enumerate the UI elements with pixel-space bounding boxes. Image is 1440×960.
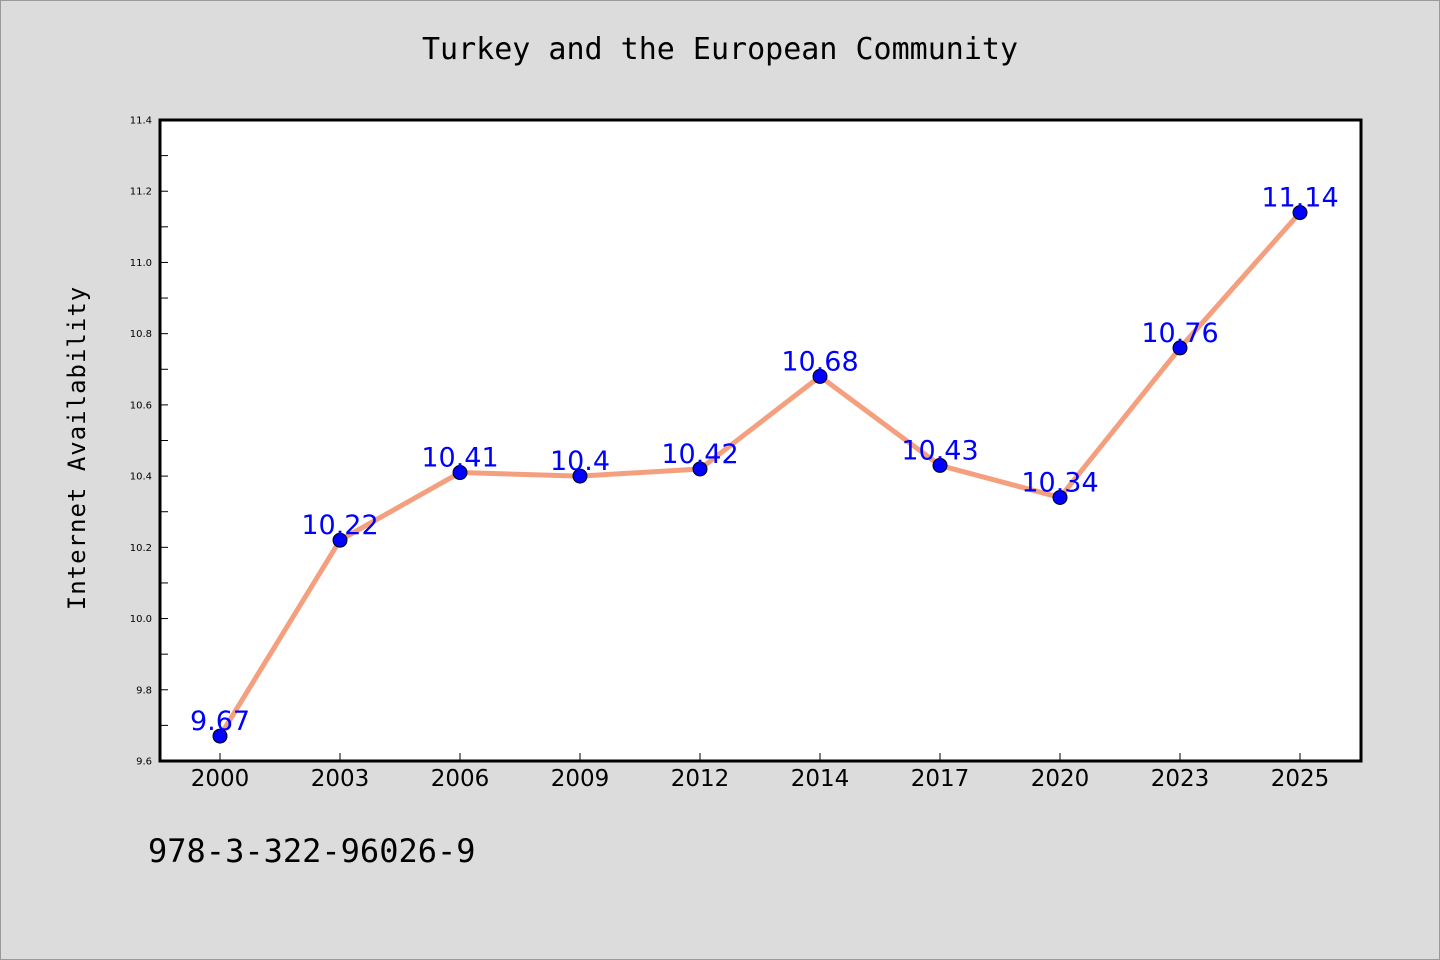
data-point: [452, 465, 468, 481]
data-point: [1052, 489, 1068, 505]
data-point: [332, 532, 348, 548]
data-label: 10.41: [421, 443, 498, 474]
data-point: [932, 457, 948, 473]
plot-area: [158, 118, 1363, 763]
data-label: 10.43: [901, 435, 978, 466]
x-tick-label: 2023: [1151, 766, 1210, 792]
x-tick-label: 2006: [431, 766, 490, 792]
data-point: [692, 461, 708, 477]
x-tick-label: 2017: [911, 766, 970, 792]
data-label: 11.14: [1261, 183, 1338, 214]
data-label: 10.42: [661, 439, 738, 470]
data-label: 10.4: [550, 446, 610, 477]
x-tick-label: 2009: [551, 766, 610, 792]
data-label: 10.76: [1141, 318, 1218, 349]
y-tick-label: 11.2: [130, 187, 152, 198]
series-line: [217, 210, 1303, 739]
x-tick-label: 2025: [1271, 766, 1330, 792]
data-label: 10.22: [301, 510, 378, 541]
x-tick-label: 2003: [311, 766, 370, 792]
data-point: [1292, 205, 1308, 221]
y-tick-label: 10.6: [130, 400, 152, 411]
x-tick-label: 2012: [671, 766, 730, 792]
data-label: 10.34: [1021, 467, 1098, 498]
y-tick-label: 10.4: [130, 472, 152, 483]
y-tick-label: 10.0: [130, 614, 152, 625]
y-tick-label: 10.8: [130, 329, 152, 340]
y-tick-label: 9.6: [136, 757, 152, 768]
y-tick-label: 11.4: [130, 116, 152, 127]
x-tick-label: 2000: [191, 766, 250, 792]
footnote-isbn: 978-3-322-96026-9: [148, 832, 476, 870]
data-point: [1172, 340, 1188, 356]
y-tick-label: 11.0: [130, 258, 152, 269]
y-tick-label: 10.2: [130, 543, 152, 554]
x-tick-label: 2014: [791, 766, 850, 792]
x-tick-label: 2020: [1031, 766, 1090, 792]
data-point: [812, 368, 828, 384]
data-point: [212, 728, 228, 744]
chart-title: Turkey and the European Community: [421, 32, 1019, 67]
y-tick-label: 9.8: [136, 685, 152, 696]
data-label: 9.67: [190, 706, 250, 737]
data-point: [572, 468, 588, 484]
data-label: 10.68: [781, 346, 858, 377]
